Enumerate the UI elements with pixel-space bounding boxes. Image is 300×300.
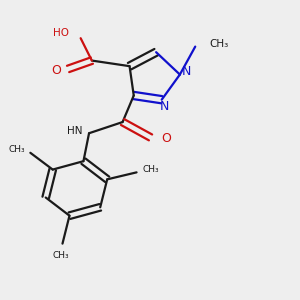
Text: CH₃: CH₃ (8, 146, 25, 154)
Text: O: O (51, 64, 61, 77)
Text: CH₃: CH₃ (142, 165, 159, 174)
Text: CH₃: CH₃ (53, 250, 69, 260)
Text: O: O (162, 132, 172, 145)
Text: HO: HO (53, 28, 70, 38)
Text: CH₃: CH₃ (209, 39, 229, 50)
Text: N: N (182, 65, 191, 78)
Text: HN: HN (67, 126, 82, 136)
Text: N: N (159, 100, 169, 113)
